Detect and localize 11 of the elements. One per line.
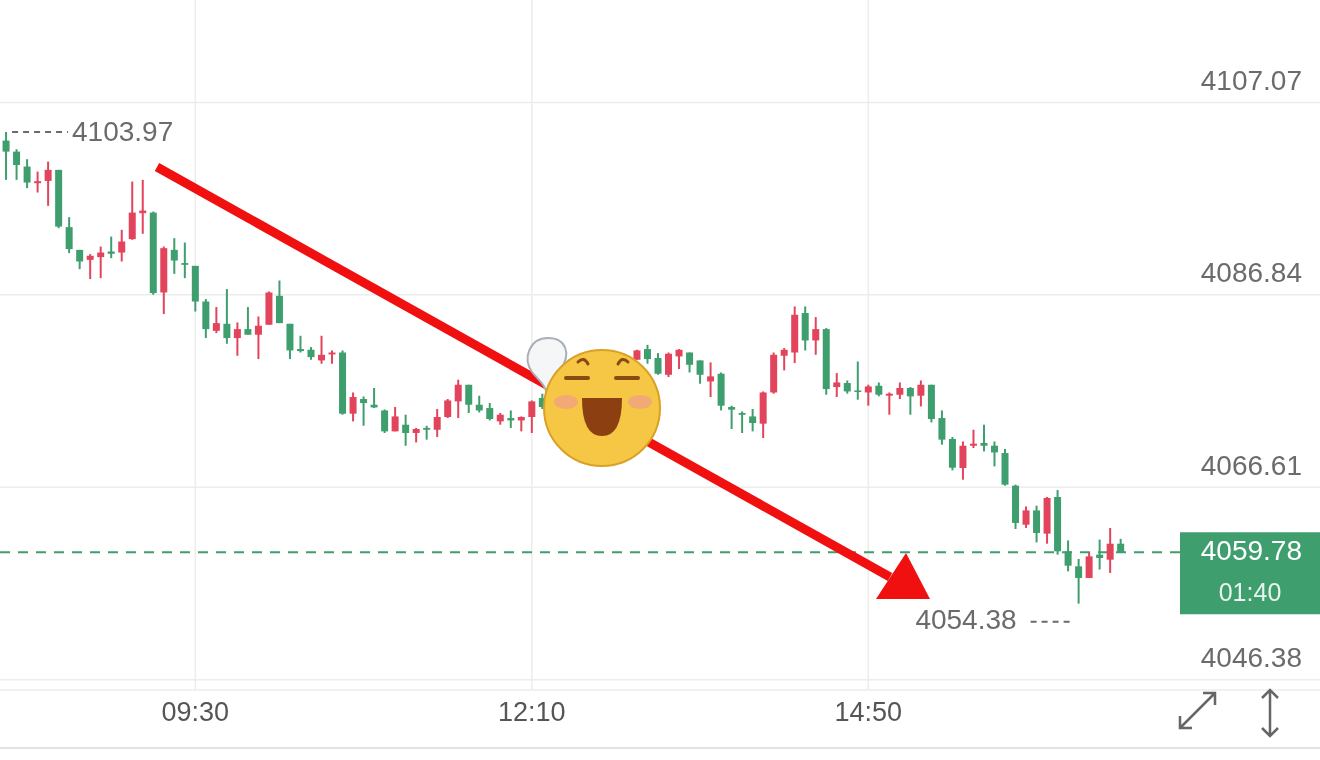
annotation: 01:40 <box>1218 577 1282 606</box>
x-tick-label: 09:30 <box>161 697 230 728</box>
annotation: 4103.97 <box>72 116 174 148</box>
y-tick-label: 4107.07 <box>1200 64 1302 96</box>
y-tick-label: 4046.38 <box>1200 642 1302 674</box>
y-tick-label: 4086.84 <box>1200 257 1302 289</box>
ref-line-label: 4059.78 <box>1200 534 1302 566</box>
x-tick-label: 14:50 <box>834 697 903 728</box>
y-tick-label: 4066.61 <box>1200 449 1302 481</box>
annotation: 4054.38 <box>915 604 1017 636</box>
x-tick-label: 12:10 <box>498 697 566 728</box>
